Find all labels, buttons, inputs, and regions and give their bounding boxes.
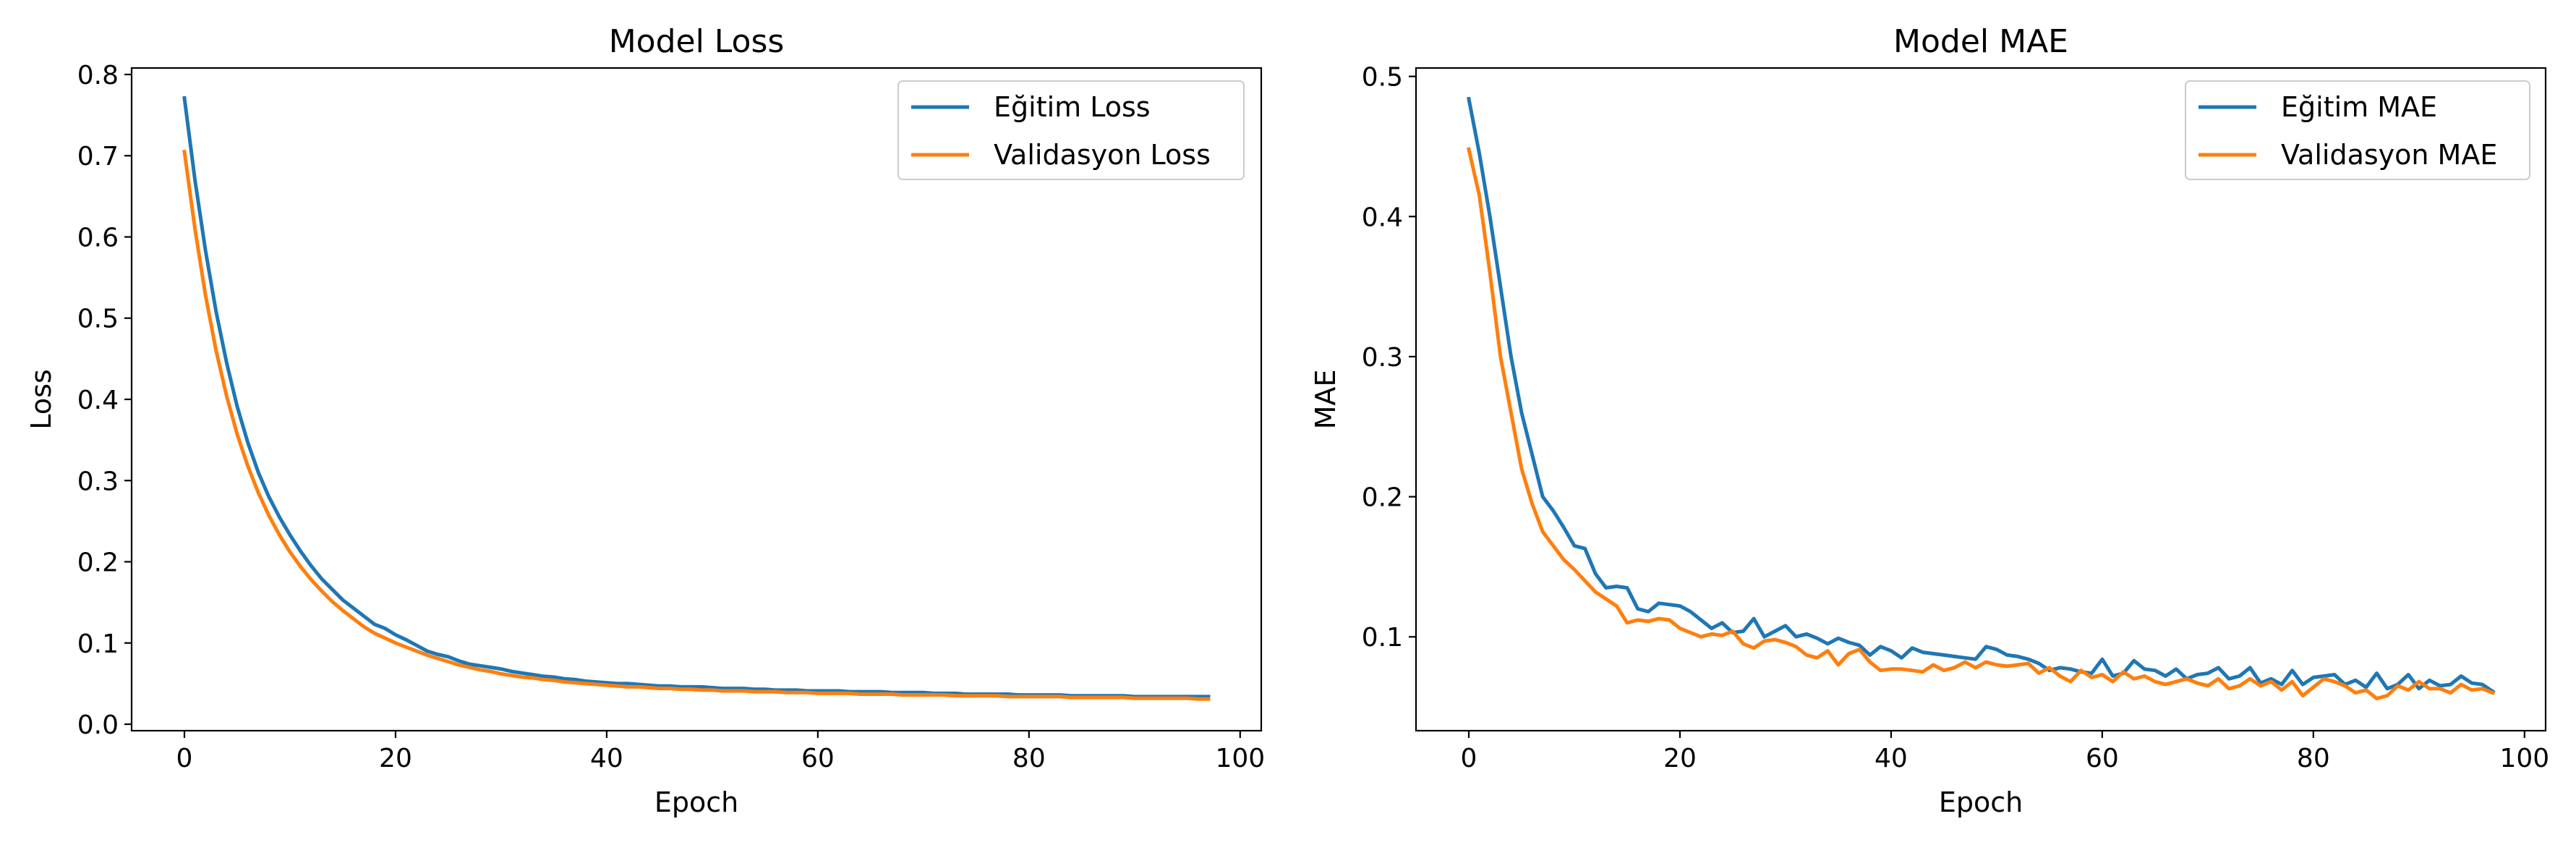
x-tick-label: 20 bbox=[379, 744, 412, 773]
x-tick-label: 20 bbox=[1663, 744, 1697, 773]
y-tick-label: 0.4 bbox=[1362, 203, 1403, 232]
x-tick-label: 100 bbox=[2499, 744, 2549, 773]
x-tick-label: 80 bbox=[1012, 744, 1046, 773]
y-tick-label: 0.3 bbox=[77, 467, 119, 496]
x-axis-label: Epoch bbox=[1939, 786, 2023, 818]
y-axis-label: Loss bbox=[25, 369, 57, 429]
y-tick-label: 0.5 bbox=[1362, 63, 1403, 93]
legend-box bbox=[2185, 80, 2530, 180]
series-line-training bbox=[1467, 96, 2496, 695]
x-tick-label: 60 bbox=[2086, 744, 2119, 773]
chart-mae: Model MAE 0.1 0.2 0.3 0.4 0.5 0 20 40 60 80 100 Epoc… bbox=[1310, 23, 2549, 818]
chart-title: Model MAE bbox=[1893, 23, 2068, 60]
legend-label: Validasyon MAE bbox=[2281, 139, 2497, 171]
y-tick-label: 0.1 bbox=[1362, 623, 1403, 653]
x-tick-label: 0 bbox=[176, 744, 193, 773]
y-tick-label: 0.7 bbox=[77, 142, 119, 171]
y-tick-label: 0.1 bbox=[77, 629, 119, 659]
chart-title: Model Loss bbox=[609, 23, 785, 60]
chart-loss: Model Loss 0.0 0.1 0.2 0.3 0.4 0.5 0.6 0.7 0.8 0 20… bbox=[25, 23, 1265, 818]
legend-box bbox=[897, 80, 1245, 180]
y-tick-label: 0.8 bbox=[77, 61, 119, 90]
legend-label: Eğitim MAE bbox=[2281, 91, 2437, 123]
x-tick-label: 80 bbox=[2297, 744, 2330, 773]
y-tick-label: 0.5 bbox=[77, 305, 119, 334]
y-tick-label: 0.4 bbox=[77, 386, 119, 415]
y-tick-label: 0.2 bbox=[1362, 483, 1403, 513]
x-tick-label: 40 bbox=[590, 744, 623, 773]
series-line-validation bbox=[1467, 147, 2496, 700]
series-line-validation bbox=[182, 149, 1211, 701]
axes-frame bbox=[1415, 67, 2547, 732]
x-tick-label: 40 bbox=[1875, 744, 1908, 773]
legend: Eğitim Loss Validasyon Loss bbox=[897, 80, 1245, 180]
x-axis-label: Epoch bbox=[654, 786, 738, 818]
x-tick-label: 100 bbox=[1215, 744, 1265, 773]
x-tick-label: 60 bbox=[801, 744, 835, 773]
y-axis-label: MAE bbox=[1310, 370, 1342, 430]
y-tick-label: 0.0 bbox=[77, 710, 119, 740]
x-tick-label: 0 bbox=[1461, 744, 1477, 773]
y-tick-label: 0.2 bbox=[77, 548, 119, 578]
legend-label: Validasyon Loss bbox=[994, 139, 1211, 171]
y-tick-label: 0.6 bbox=[77, 223, 119, 252]
legend: Eğitim MAE Validasyon MAE bbox=[2185, 80, 2530, 180]
y-tick-label: 0.3 bbox=[1362, 343, 1403, 373]
legend-label: Eğitim Loss bbox=[994, 91, 1151, 123]
axes-frame bbox=[130, 67, 1263, 732]
